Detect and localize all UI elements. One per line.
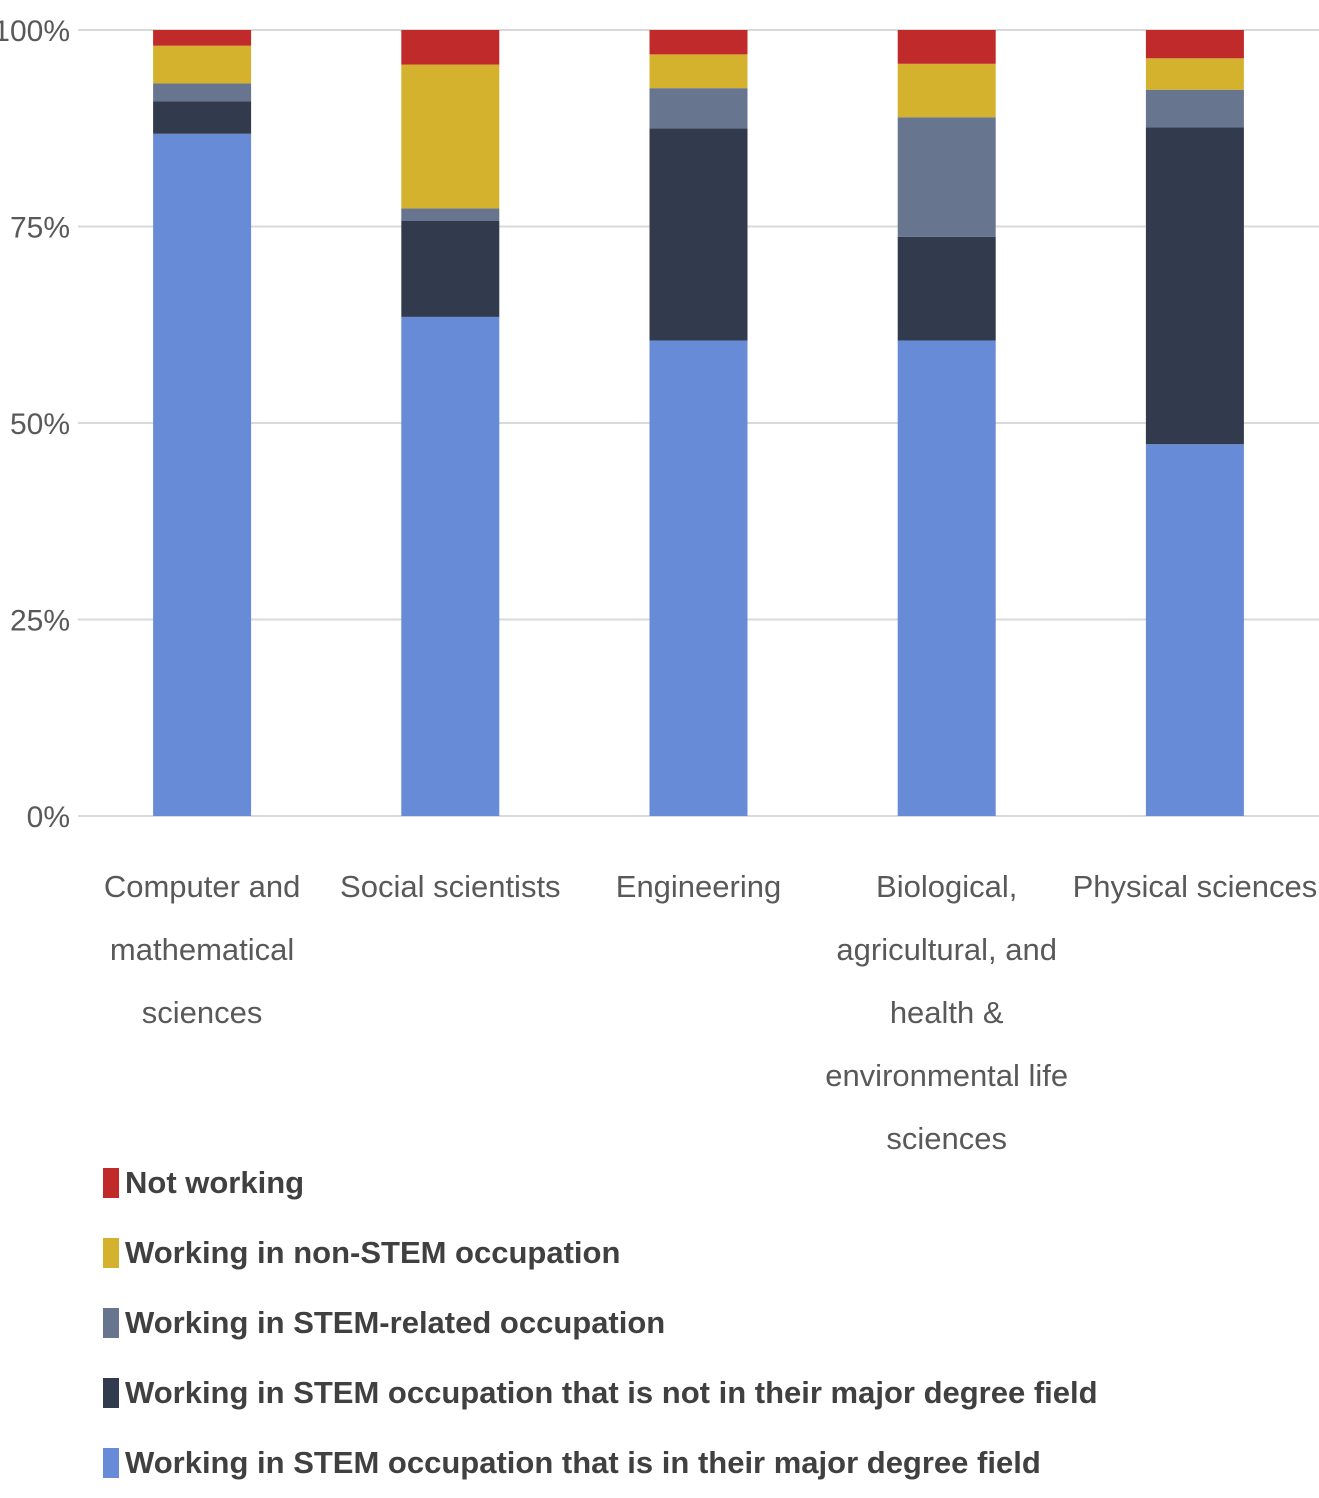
x-category-label: Biological,: [876, 869, 1017, 904]
bar-segments: [153, 30, 1244, 816]
bar-segment: [1145, 127, 1244, 445]
legend-item: Working in non-STEM occupation: [103, 1218, 1098, 1288]
y-tick-label: 100%: [0, 15, 70, 48]
bar-segment: [401, 64, 500, 209]
bar-segment: [649, 54, 748, 89]
bar-segment: [1145, 30, 1244, 59]
legend-swatch: [103, 1308, 119, 1338]
legend-swatch: [103, 1448, 119, 1478]
legend-item: Working in STEM occupation that is in th…: [103, 1428, 1098, 1498]
legend-label: Working in STEM-related occupation: [125, 1305, 666, 1340]
bar-segment: [401, 220, 500, 317]
legend-label: Not working: [125, 1165, 305, 1200]
x-category-label: mathematical: [110, 932, 294, 967]
bar-segment: [897, 236, 996, 341]
x-category-label: health &: [890, 995, 1004, 1030]
y-axis-tick-labels: 0% 25% 50% 75% 100%: [0, 15, 70, 834]
bar-segment: [153, 101, 252, 134]
bar-segment: [1145, 444, 1244, 816]
bar-segment: [897, 117, 996, 237]
y-tick-label: 0%: [27, 801, 70, 834]
bar-segment: [649, 340, 748, 816]
x-category-label: Engineering: [616, 869, 781, 904]
bar-segment: [1145, 58, 1244, 90]
x-category-label: Physical sciences: [1073, 869, 1318, 904]
legend-item: Working in STEM-related occupation: [103, 1288, 1098, 1358]
legend-label: Working in STEM occupation that is in th…: [125, 1445, 1041, 1480]
bar-segment: [153, 133, 252, 816]
bar-segment: [897, 30, 996, 64]
y-tick-label: 75%: [10, 212, 70, 245]
bar-segment: [649, 88, 748, 129]
x-axis-category-labels: Computer and mathematical sciences Social s…: [104, 869, 1317, 1150]
x-category-label: Computer and: [104, 869, 300, 904]
bar-segment: [401, 316, 500, 816]
bar-segment: [649, 128, 748, 341]
bar-segment: [401, 30, 500, 65]
y-tick-label: 50%: [10, 408, 70, 441]
chart-legend: Not working Working in non-STEM occupatio…: [103, 1148, 1098, 1498]
legend-item: Working in STEM occupation that is not i…: [103, 1358, 1098, 1428]
bar-segment: [649, 30, 748, 55]
bar-segment: [153, 83, 252, 102]
bar-segment: [1145, 89, 1244, 128]
bar-segment: [401, 208, 500, 221]
x-category-label: Social scientists: [340, 869, 561, 904]
stacked-bar-chart: 0% 25% 50% 75% 100% Computer and mathematical…: [0, 15, 1319, 1150]
bar-segment: [153, 45, 252, 84]
legend-swatch: [103, 1378, 119, 1408]
x-category-label: sciences: [886, 1121, 1007, 1150]
x-category-label: sciences: [142, 995, 263, 1030]
legend-label: Working in non-STEM occupation: [125, 1235, 621, 1270]
bar-segment: [897, 63, 996, 118]
x-category-label: environmental life: [825, 1058, 1068, 1093]
legend-label: Working in STEM occupation that is not i…: [125, 1375, 1098, 1410]
bar-segment: [153, 30, 252, 46]
legend-item: Not working: [103, 1148, 1098, 1218]
y-tick-label: 25%: [10, 605, 70, 638]
bar-segment: [897, 340, 996, 816]
legend-swatch: [103, 1168, 119, 1198]
legend-swatch: [103, 1238, 119, 1268]
x-category-label: agricultural, and: [836, 932, 1057, 967]
